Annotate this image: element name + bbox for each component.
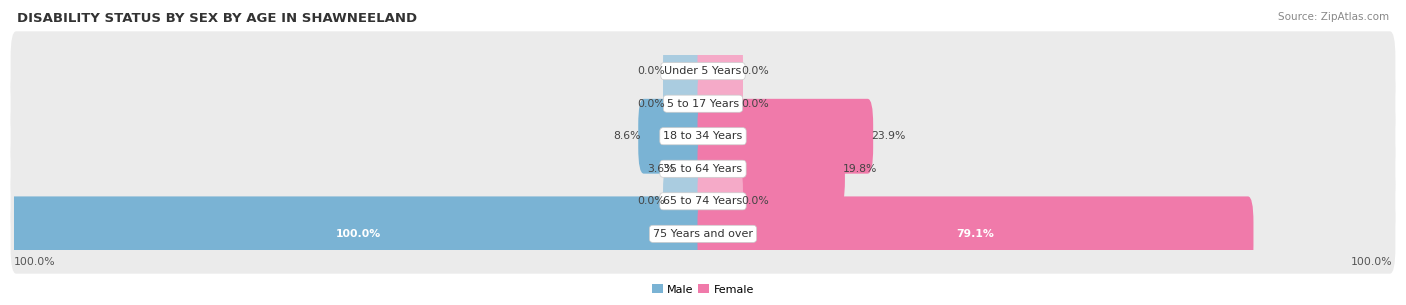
Text: Under 5 Years: Under 5 Years [665, 66, 741, 76]
Text: 100.0%: 100.0% [336, 229, 381, 239]
FancyBboxPatch shape [664, 164, 709, 239]
FancyBboxPatch shape [697, 99, 873, 174]
Text: 79.1%: 79.1% [956, 229, 994, 239]
Text: 75 Years and over: 75 Years and over [652, 229, 754, 239]
Text: 23.9%: 23.9% [872, 131, 905, 141]
Text: 100.0%: 100.0% [1350, 257, 1392, 267]
Text: Source: ZipAtlas.com: Source: ZipAtlas.com [1278, 12, 1389, 22]
FancyBboxPatch shape [664, 66, 709, 141]
Text: 35 to 64 Years: 35 to 64 Years [664, 164, 742, 174]
Text: 3.6%: 3.6% [647, 164, 675, 174]
FancyBboxPatch shape [664, 34, 709, 109]
Text: 0.0%: 0.0% [637, 196, 665, 206]
FancyBboxPatch shape [11, 129, 1395, 209]
FancyBboxPatch shape [697, 66, 742, 141]
FancyBboxPatch shape [697, 131, 845, 206]
Text: 5 to 17 Years: 5 to 17 Years [666, 99, 740, 109]
FancyBboxPatch shape [697, 196, 1254, 271]
FancyBboxPatch shape [11, 194, 1395, 274]
Text: 0.0%: 0.0% [637, 99, 665, 109]
FancyBboxPatch shape [11, 64, 1395, 144]
Text: 65 to 74 Years: 65 to 74 Years [664, 196, 742, 206]
Text: 100.0%: 100.0% [14, 257, 56, 267]
Text: 0.0%: 0.0% [741, 196, 769, 206]
FancyBboxPatch shape [11, 96, 1395, 176]
Text: 8.6%: 8.6% [613, 131, 640, 141]
FancyBboxPatch shape [11, 161, 1395, 241]
FancyBboxPatch shape [8, 196, 709, 271]
Text: 18 to 34 Years: 18 to 34 Years [664, 131, 742, 141]
FancyBboxPatch shape [672, 131, 709, 206]
Text: 0.0%: 0.0% [741, 99, 769, 109]
Text: 0.0%: 0.0% [741, 66, 769, 76]
Text: 19.8%: 19.8% [842, 164, 877, 174]
Text: DISABILITY STATUS BY SEX BY AGE IN SHAWNEELAND: DISABILITY STATUS BY SEX BY AGE IN SHAWN… [17, 12, 418, 25]
FancyBboxPatch shape [697, 34, 742, 109]
FancyBboxPatch shape [11, 31, 1395, 111]
FancyBboxPatch shape [638, 99, 709, 174]
Text: 0.0%: 0.0% [637, 66, 665, 76]
FancyBboxPatch shape [697, 164, 742, 239]
Legend: Male, Female: Male, Female [647, 280, 759, 299]
